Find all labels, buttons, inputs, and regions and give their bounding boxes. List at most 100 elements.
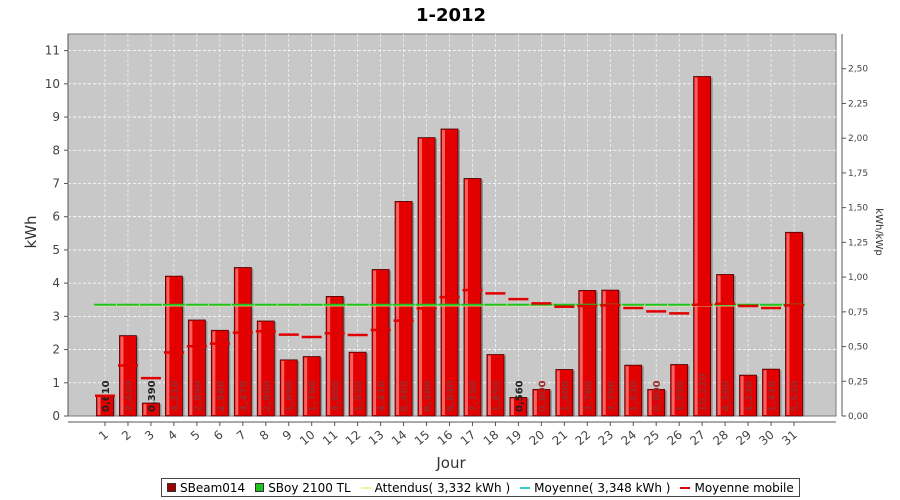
y2-axis-label: kWh/kWp (873, 208, 884, 255)
bar-value-label: 3,790 (606, 380, 617, 412)
bar-value-label: 0,390 (147, 380, 158, 412)
y-tick-label: 10 (45, 77, 60, 91)
x-tick-label: 16 (435, 428, 456, 449)
bar-highlight (671, 365, 675, 415)
bars-group (96, 76, 805, 417)
chart-title: 1-2012 (416, 5, 486, 26)
x-tick-label: 15 (412, 428, 433, 449)
x-tick-label: 27 (687, 428, 708, 449)
bar-value-label: 8,380 (423, 380, 434, 412)
y2-tick-label: 0,75 (848, 308, 868, 318)
x-tick-label: 9 (280, 428, 295, 444)
x-tick-label: 4 (165, 428, 180, 444)
bar (739, 374, 757, 417)
bar-value-label: 2,860 (262, 380, 273, 412)
bar-value-label: 1,790 (308, 380, 319, 412)
bar-value-label: 0,800 (537, 380, 548, 412)
bar-value-label: 0,560 (514, 380, 525, 412)
x-tick-label: 3 (142, 428, 157, 444)
bar (302, 356, 321, 417)
bar-highlight (97, 396, 101, 415)
x-tick-label: 7 (234, 428, 249, 444)
x-tick-label: 25 (641, 428, 662, 449)
legend-label: SBeam014 (180, 480, 246, 495)
bar (142, 402, 160, 417)
bar-value-label: 1,690 (285, 380, 296, 412)
bar (601, 289, 620, 417)
bar-value-label: 2,580 (216, 380, 227, 412)
x-tick-label: 19 (504, 428, 525, 449)
bar (693, 76, 712, 417)
y-tick-label: 1 (52, 376, 60, 390)
bar (187, 319, 206, 417)
bar-value-label: 8,640 (446, 380, 457, 412)
bar (647, 389, 666, 417)
bar-highlight (166, 277, 170, 415)
bar-value-label: 1,550 (675, 380, 686, 412)
bar (463, 178, 482, 417)
legend-swatch (255, 483, 265, 492)
bar (555, 369, 574, 417)
bar-highlight (350, 353, 354, 415)
y-tick-label: 7 (52, 176, 60, 190)
bar-highlight (602, 291, 606, 415)
bar-highlight (373, 270, 377, 415)
legend-label: Moyenne mobile (694, 480, 794, 495)
y-tick-label: 2 (52, 343, 60, 357)
x-tick-label: 23 (595, 428, 616, 449)
bar-value-label: 0,800 (652, 380, 663, 412)
bar-highlight (304, 357, 308, 415)
bar-highlight (235, 268, 239, 415)
y-tick-label: 5 (52, 243, 60, 257)
bar-highlight (143, 404, 147, 415)
bar-value-label: 10,220 (698, 373, 709, 412)
x-tick-label: 2 (119, 428, 134, 444)
y-axis-label: kWh (22, 215, 40, 248)
x-tick-label: 12 (343, 428, 364, 449)
legend-label: Attendus( 3,332 kWh ) (374, 480, 511, 495)
bar-value-label: 2,420 (124, 380, 135, 412)
bar-highlight (258, 321, 262, 415)
bar-highlight (396, 202, 400, 415)
legend-swatch (360, 486, 371, 489)
y-tick-label: 8 (52, 143, 60, 157)
bar-highlight (120, 336, 124, 415)
x-tick-label: 20 (527, 428, 548, 449)
x-tick-label: 8 (257, 428, 272, 444)
x-tick-label: 18 (481, 428, 502, 449)
bar (256, 320, 275, 417)
bar (785, 231, 803, 417)
y-tick-label: 4 (52, 276, 60, 290)
x-tick-label: 28 (710, 428, 731, 449)
bar-value-label: 4,410 (377, 380, 388, 412)
bar-highlight (763, 370, 767, 415)
x-tick-label: 6 (211, 428, 226, 444)
bar (532, 389, 551, 417)
bar (119, 335, 137, 417)
y-tick-label: 6 (52, 210, 60, 224)
bar-value-label: 2,890 (193, 380, 204, 412)
y2-tick-label: 1,25 (848, 238, 868, 248)
bar (509, 396, 528, 417)
bar-highlight (281, 360, 285, 415)
legend-label: SBoy 2100 TL (268, 480, 351, 495)
bar-highlight (212, 331, 216, 415)
bar-value-label: 5,530 (790, 380, 801, 412)
bar-highlight (442, 130, 445, 415)
bar-highlight (464, 179, 468, 415)
x-tick-label: 5 (188, 428, 203, 444)
y2-tick-label: 0,00 (848, 412, 868, 422)
bar-highlight (740, 376, 744, 415)
legend-swatch (167, 483, 176, 492)
bar (325, 296, 344, 417)
x-tick-label: 11 (320, 428, 341, 449)
legend-swatch (520, 486, 531, 489)
bar (670, 364, 689, 417)
y-tick-label: 0 (52, 409, 60, 423)
x-tick-label: 22 (573, 428, 594, 449)
y-tick-label: 11 (45, 44, 60, 58)
y2-tick-label: 0,25 (848, 377, 868, 387)
bar-value-label: 1,410 (767, 380, 778, 412)
bar (279, 359, 298, 417)
